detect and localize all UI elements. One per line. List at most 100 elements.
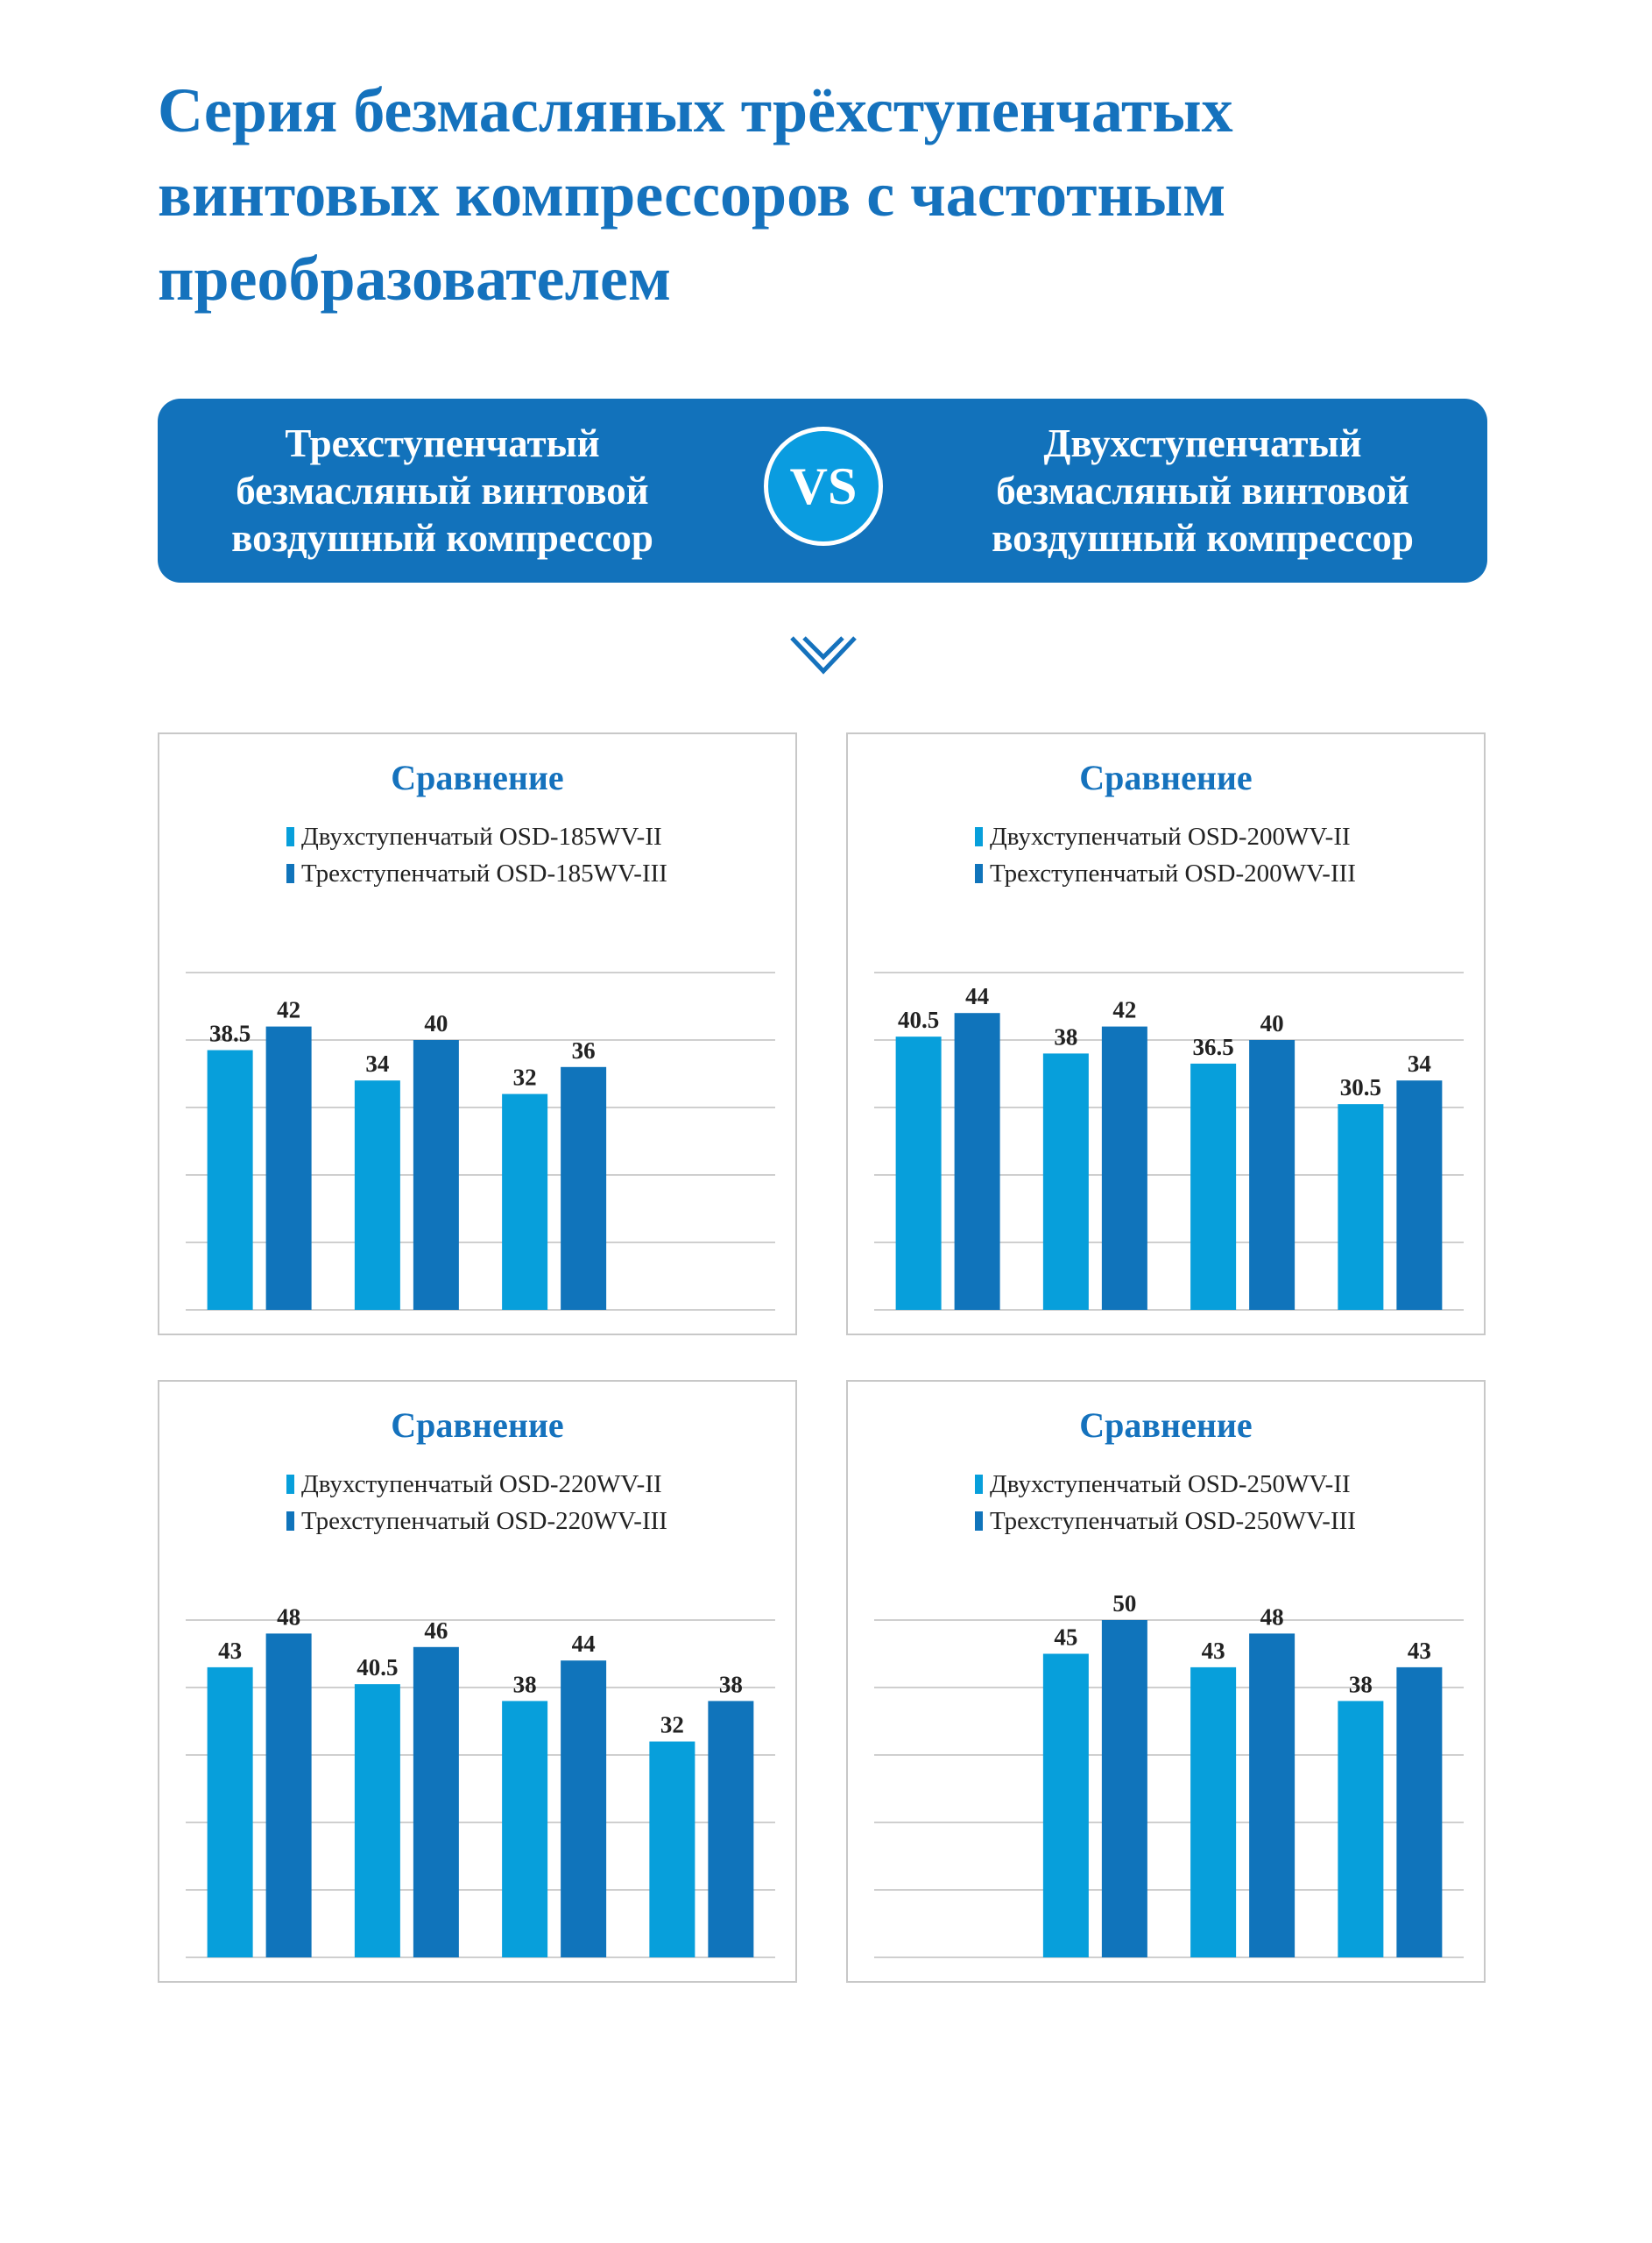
chart-title: Сравнение (1079, 1405, 1253, 1445)
data-label: 38 (1054, 1023, 1077, 1050)
category-label: 8 Бар (1211, 1979, 1274, 1985)
bar-plot: 40.5 44 6 Бар 38 42 7 Бар 36.5 40 8 Бар 30.5 34 10 … (874, 972, 1464, 1337)
data-label: 38 (1349, 1671, 1373, 1697)
legend-item: Трехступенчатый OSD-250WV-III (975, 1503, 1356, 1539)
legend-label: Трехступенчатый OSD-250WV-III (990, 1507, 1356, 1535)
data-label: 38 (513, 1671, 537, 1697)
category-label: 7 Бар (376, 1332, 439, 1337)
legend-label: Трехступенчатый OSD-220WV-III (301, 1507, 667, 1535)
category-label: 6 Бар (916, 1979, 979, 1985)
data-label: 34 (1408, 1051, 1431, 1077)
bar (561, 1066, 607, 1310)
double-chevron-down-icon (790, 636, 857, 675)
bar (265, 1633, 312, 1957)
legend-label: Двухступенчатый OSD-250WV-II (990, 1470, 1351, 1498)
bar-plot: 38.5 42 6 Бар 34 40 7 Бар 32 36 8 Бар 10 Бар (186, 972, 775, 1337)
data-label: 42 (1112, 997, 1136, 1023)
data-label: 48 (277, 1603, 300, 1630)
data-label: 50 (1112, 1590, 1136, 1617)
banner-right-text: Двухступенчатый безмасляный винтовой воз… (992, 421, 1414, 560)
data-label: 43 (1202, 1638, 1225, 1664)
legend-swatch (975, 1475, 983, 1494)
bar (649, 1741, 695, 1957)
category-label: 6 Бар (228, 1332, 291, 1337)
bar (708, 1701, 754, 1957)
bar-plot: 6 Бар 45 50 7 Бар 43 48 8 Бар 38 43 10 Бар (874, 1590, 1464, 1985)
bar (1101, 1026, 1147, 1310)
bar (895, 1037, 942, 1310)
bar (207, 1666, 253, 1957)
data-label: 38.5 (209, 1021, 251, 1047)
chart-title: Сравнение (391, 758, 564, 797)
data-label: 45 (1054, 1624, 1077, 1651)
category-label: 6 Бар (916, 1332, 979, 1337)
chart-legend: Двухступенчатый OSD-185WV-II Трехступенча… (286, 818, 667, 892)
bar (1042, 1653, 1089, 1957)
legend-label: Двухступенчатый OSD-220WV-II (301, 1470, 662, 1498)
bar (502, 1093, 548, 1310)
bar (1190, 1666, 1237, 1957)
legend-item: Трехступенчатый OSD-200WV-III (975, 855, 1356, 892)
data-label: 40 (424, 1010, 448, 1037)
legend-label: Двухступенчатый OSD-185WV-II (301, 823, 662, 851)
data-label: 38 (719, 1671, 743, 1697)
legend-swatch (286, 864, 294, 883)
data-label: 32 (513, 1065, 537, 1091)
data-label: 36.5 (1193, 1034, 1234, 1060)
category-label: 10 Бар (664, 1332, 739, 1337)
bar (561, 1660, 607, 1957)
data-label: 40.5 (357, 1654, 398, 1680)
bar (502, 1701, 548, 1957)
bar (354, 1080, 400, 1310)
bar (1190, 1063, 1237, 1310)
category-label: 10 Бар (1352, 1979, 1428, 1985)
chart-osd-250: Сравнение Двухступенчатый OSD-250WV-II Тре… (846, 1380, 1486, 1985)
bar-plot: 43 48 6 Бар 40.5 46 7 Бар 38 44 8 Бар 32 38 10 Бар (186, 1603, 775, 1985)
legend-swatch (286, 1475, 294, 1494)
legend-label: Двухступенчатый OSD-200WV-II (990, 823, 1351, 851)
banner-left-text: Трехступенчатый безмасляный винтовой воз… (231, 421, 653, 560)
page-title: Серия безмасляных трёхступенчатых винтов… (158, 75, 1233, 314)
legend-item: Двухступенчатый OSD-220WV-II (286, 1466, 667, 1503)
legend-swatch (286, 1511, 294, 1531)
bar (265, 1026, 312, 1310)
chart-legend: Двухступенчатый OSD-200WV-II Трехступенча… (975, 818, 1356, 892)
bar (954, 1013, 1000, 1310)
data-label: 42 (277, 997, 300, 1023)
bar (1249, 1040, 1295, 1310)
bar (413, 1646, 459, 1957)
bar (207, 1050, 253, 1310)
data-label: 40.5 (898, 1007, 939, 1033)
data-label: 48 (1260, 1603, 1284, 1630)
data-label: 36 (572, 1037, 596, 1064)
bar (1101, 1620, 1147, 1957)
legend-label: Трехступенчатый OSD-185WV-III (301, 860, 667, 888)
chart-legend: Двухступенчатый OSD-220WV-II Трехступенча… (286, 1466, 667, 1539)
vs-badge: VS (764, 427, 883, 546)
chart-osd-185: Сравнение Двухступенчатый OSD-185WV-II Тре… (158, 732, 797, 1337)
category-label: 10 Бар (664, 1979, 739, 1985)
legend-item: Двухступенчатый OSD-250WV-II (975, 1466, 1356, 1503)
category-label: 7 Бар (1064, 1332, 1127, 1337)
legend-swatch (286, 827, 294, 846)
legend-item: Трехступенчатый OSD-220WV-III (286, 1503, 667, 1539)
category-label: 10 Бар (1352, 1332, 1428, 1337)
chart-legend: Двухступенчатый OSD-250WV-II Трехступенча… (975, 1466, 1356, 1539)
legend-swatch (975, 864, 983, 883)
chart-title: Сравнение (391, 1405, 564, 1445)
bar (1396, 1666, 1443, 1957)
data-label: 40 (1260, 1010, 1284, 1037)
legend-item: Двухступенчатый OSD-200WV-II (975, 818, 1356, 855)
category-label: 7 Бар (376, 1979, 439, 1985)
data-label: 34 (365, 1051, 389, 1077)
data-label: 32 (660, 1712, 684, 1738)
chart-osd-200: Сравнение Двухступенчатый OSD-200WV-II Тре… (846, 732, 1486, 1337)
data-label: 43 (218, 1638, 242, 1664)
data-label: 30.5 (1340, 1074, 1381, 1100)
legend-item: Двухступенчатый OSD-185WV-II (286, 818, 667, 855)
legend-swatch (975, 1511, 983, 1531)
data-label: 43 (1408, 1638, 1431, 1664)
category-label: 8 Бар (523, 1332, 586, 1337)
chart-osd-220: Сравнение Двухступенчатый OSD-220WV-II Тре… (158, 1380, 797, 1985)
legend-label: Трехступенчатый OSD-200WV-III (990, 860, 1356, 888)
